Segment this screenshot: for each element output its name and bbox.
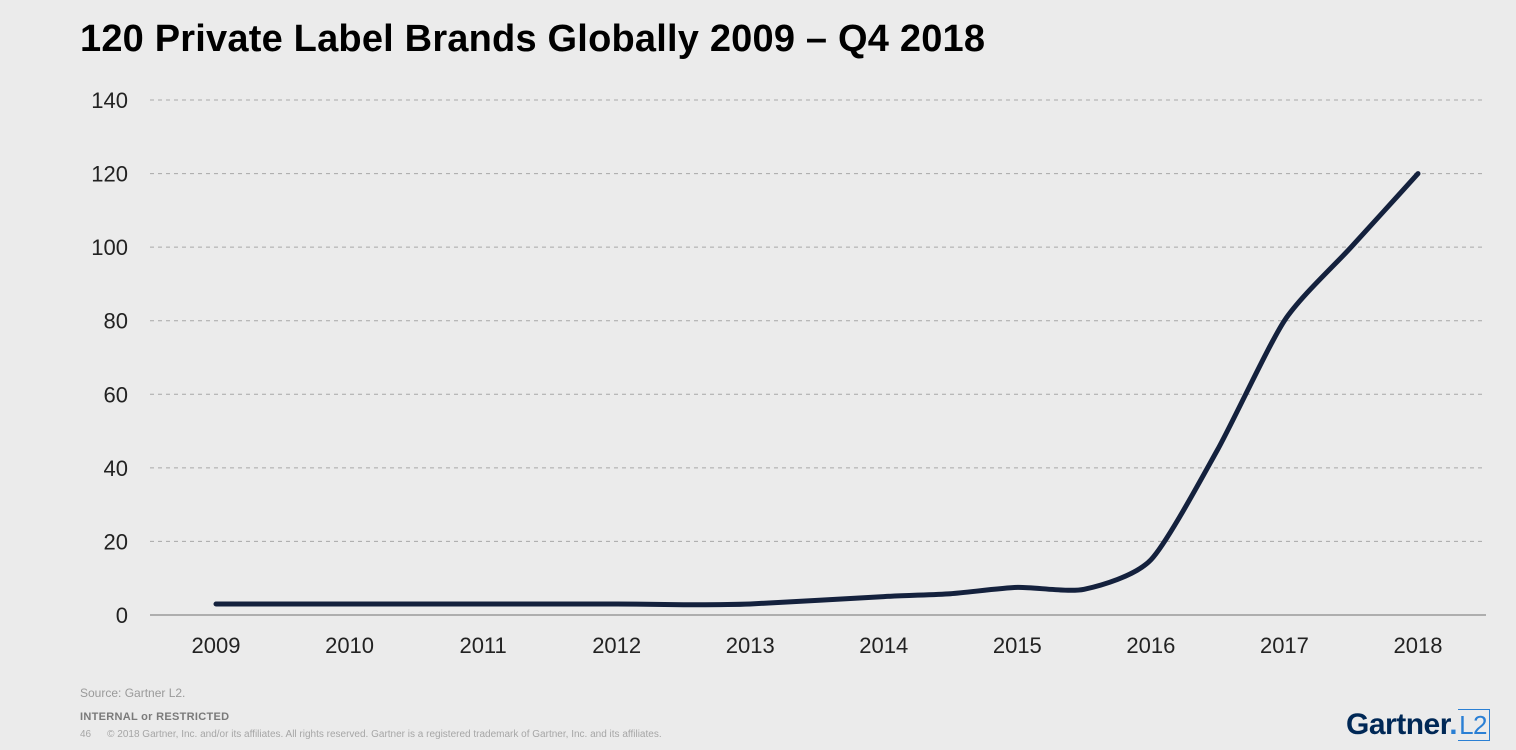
copyright-text: © 2018 Gartner, Inc. and/or its affiliat… [107, 729, 662, 740]
x-tick-label-2012: 2012 [592, 633, 641, 658]
x-tick-label-2011: 2011 [459, 633, 506, 658]
y-tick-label-120: 120 [91, 162, 128, 187]
page-number: 46 [80, 729, 92, 740]
series-line-0 [213, 171, 1421, 608]
y-tick-label-80: 80 [104, 309, 128, 334]
y-axis-ticks: 0 20 40 60 80 100 120 140 [91, 88, 128, 628]
y-tick-label-0: 0 [116, 603, 128, 628]
source-note: Source: Gartner L2. [80, 686, 186, 700]
x-axis-ticks: 2009 2010 2011 2012 2013 2014 2015 2016 2017 2018 [192, 633, 1443, 658]
y-tick-label-100: 100 [91, 235, 128, 260]
y-tick-label-60: 60 [104, 382, 128, 407]
x-tick-label-2010: 2010 [325, 633, 374, 658]
x-tick-label-2016: 2016 [1126, 633, 1175, 658]
y-tick-label-20: 20 [104, 529, 128, 554]
logo-dot: . [1449, 708, 1458, 741]
logo-suffix: L2 [1458, 709, 1490, 741]
y-tick-label-140: 140 [91, 88, 128, 113]
x-tick-label-2009: 2009 [192, 633, 241, 658]
x-tick-label-2018: 2018 [1394, 633, 1443, 658]
x-tick-label-2014: 2014 [859, 633, 908, 658]
gartner-l2-logo: Gartner.L2 [1346, 708, 1490, 742]
x-tick-label-2013: 2013 [726, 633, 775, 658]
x-tick-label-2015: 2015 [993, 633, 1042, 658]
chart-title: 120 Private Label Brands Globally 2009 –… [80, 18, 986, 60]
series-layer [213, 171, 1421, 608]
copyright-line: 46 © 2018 Gartner, Inc. and/or its affili… [80, 729, 662, 740]
y-tick-label-40: 40 [104, 456, 128, 481]
x-tick-label-2017: 2017 [1260, 633, 1309, 658]
logo-name: Gartner [1346, 708, 1450, 741]
gridlines [150, 99, 1486, 542]
classification-label: INTERNAL or RESTRICTED [80, 711, 230, 723]
